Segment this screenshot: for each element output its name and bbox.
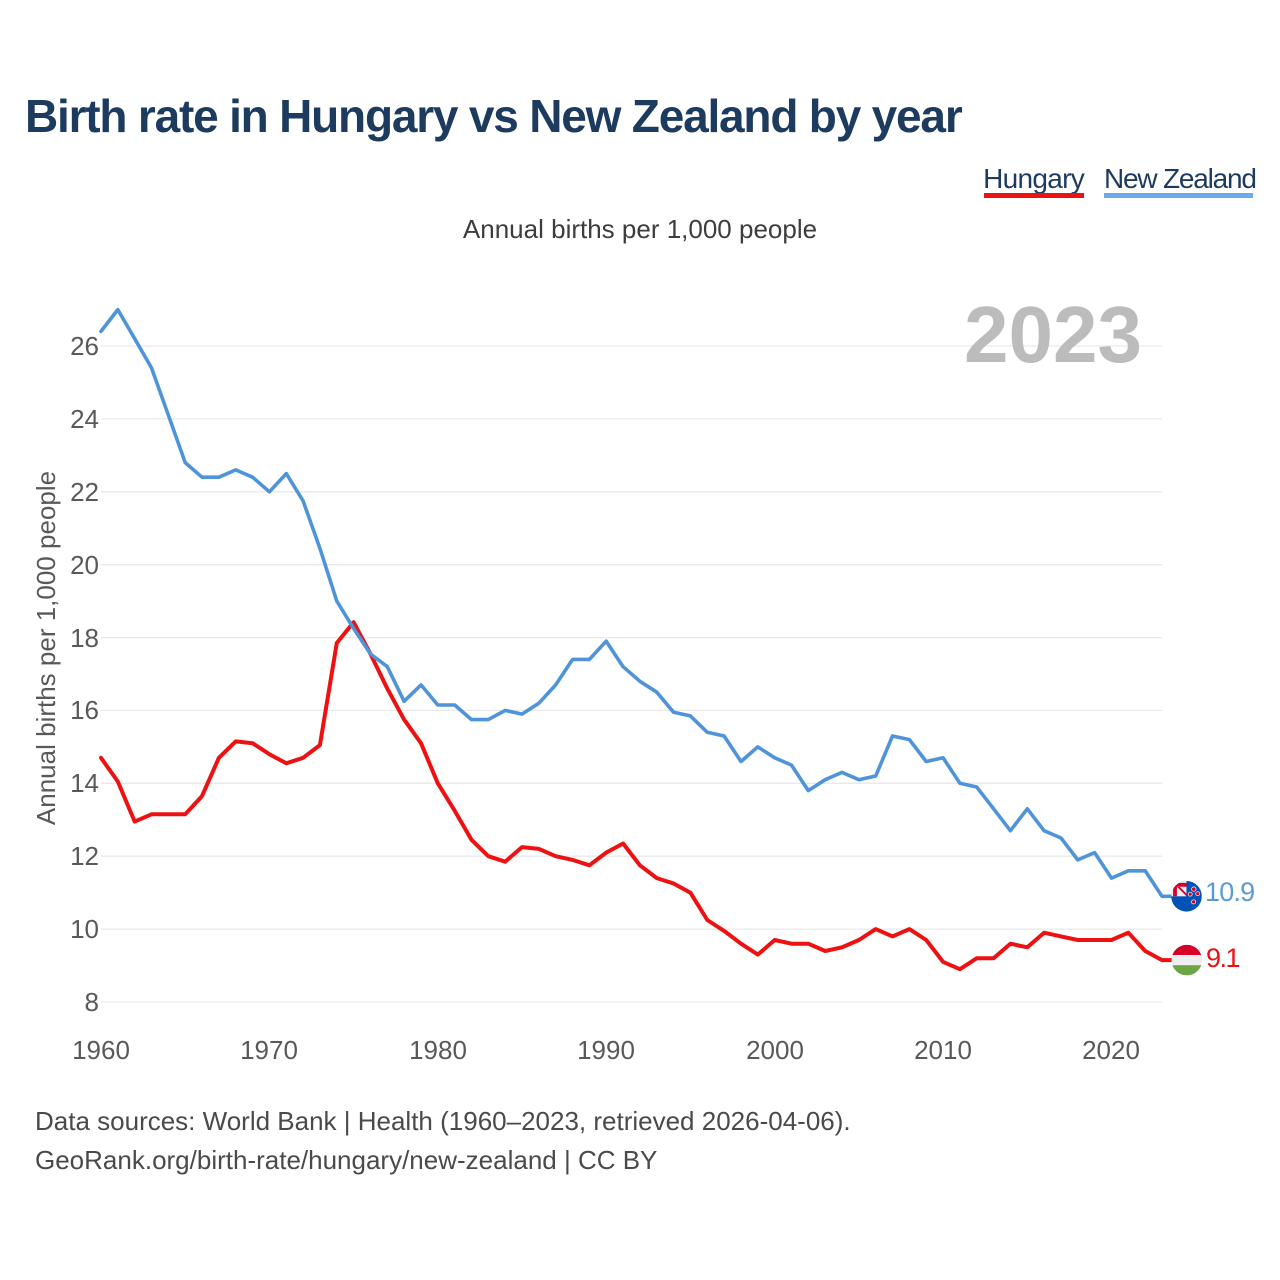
svg-text:Annual births per 1,000 people: Annual births per 1,000 people xyxy=(31,471,61,825)
